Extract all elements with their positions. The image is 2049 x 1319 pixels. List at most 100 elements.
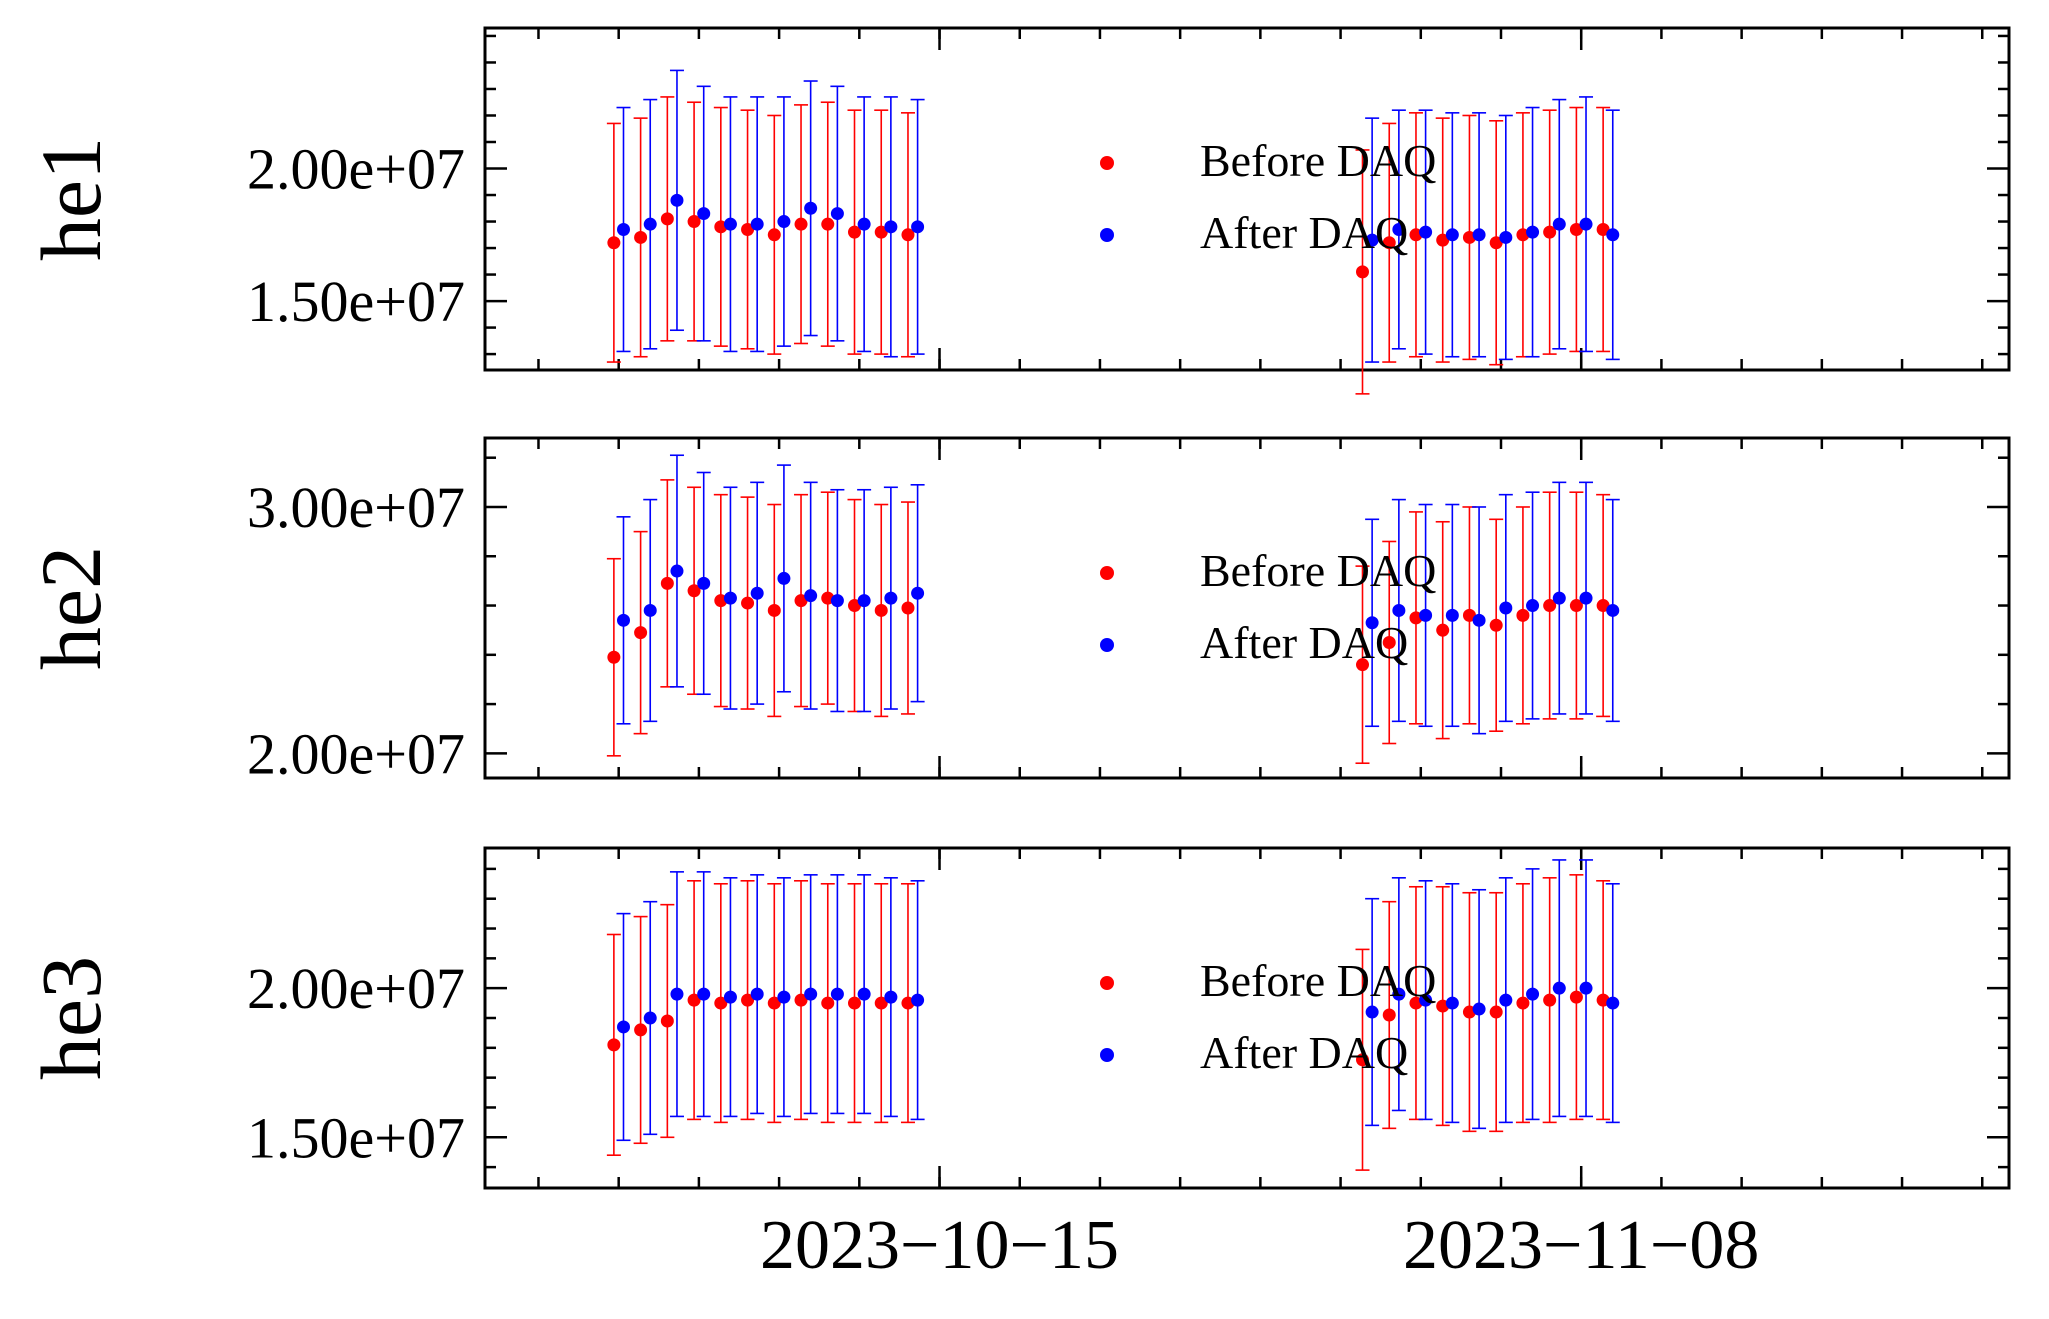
data-point — [901, 228, 915, 242]
data-point — [741, 222, 755, 236]
data-point — [714, 996, 728, 1010]
data-point — [1382, 236, 1396, 250]
data-point — [804, 589, 818, 603]
series-after — [616, 69, 1620, 363]
data-point — [767, 996, 781, 1010]
data-point — [804, 201, 818, 215]
plot-frame — [483, 26, 2011, 372]
data-point — [697, 987, 711, 1001]
data-point — [1382, 635, 1396, 649]
y-tick-label: 2.00e+07 — [247, 956, 465, 1021]
plot-frame — [483, 846, 2011, 1190]
data-point — [750, 987, 764, 1001]
data-point — [634, 230, 648, 244]
data-point — [848, 996, 862, 1010]
data-point — [821, 996, 835, 1010]
data-point — [687, 584, 701, 598]
data-point — [884, 990, 898, 1004]
data-point — [1356, 1053, 1370, 1067]
data-point — [660, 576, 674, 590]
data-point — [1392, 222, 1406, 236]
data-point — [848, 599, 862, 613]
legend-marker — [1100, 228, 1114, 242]
data-point — [1392, 603, 1406, 617]
x-tick-label: 2023−11−08 — [1403, 1207, 1759, 1284]
data-point — [911, 993, 925, 1007]
series-after — [616, 859, 1620, 1142]
data-point — [1579, 981, 1593, 995]
data-point — [911, 220, 925, 234]
series-before — [606, 479, 1611, 765]
data-point — [697, 576, 711, 590]
data-point — [741, 993, 755, 1007]
data-point — [821, 217, 835, 231]
data-point — [741, 596, 755, 610]
data-point — [607, 1038, 621, 1052]
data-point — [1569, 990, 1583, 1004]
data-point — [857, 217, 871, 231]
data-point — [830, 207, 844, 221]
data-point — [687, 993, 701, 1007]
data-point — [901, 601, 915, 615]
data-point — [1543, 993, 1557, 1007]
data-point — [616, 1020, 630, 1034]
data-point — [1606, 996, 1620, 1010]
data-point — [1365, 233, 1379, 247]
legend-marker — [1100, 156, 1114, 170]
data-point — [1552, 591, 1566, 605]
data-point — [1489, 236, 1503, 250]
data-point — [1419, 608, 1433, 622]
data-point — [874, 603, 888, 617]
legend: Before DAQ After DAQ — [1100, 545, 1436, 668]
data-point — [723, 217, 737, 231]
data-point — [1606, 603, 1620, 617]
legend-marker — [1100, 1048, 1114, 1062]
data-point — [1356, 658, 1370, 672]
panel-he1: 1.50e+07 2.00e+07 he1 Before DAQ After DAQ — [23, 26, 2011, 395]
data-point — [1472, 228, 1486, 242]
legend: Before DAQ After DAQ — [1100, 135, 1436, 258]
data-point — [1436, 623, 1450, 637]
legend-label: After DAQ — [1200, 207, 1408, 258]
data-point — [723, 591, 737, 605]
data-point — [750, 586, 764, 600]
data-point — [1569, 222, 1583, 236]
data-point — [884, 220, 898, 234]
legend-label: Before DAQ — [1200, 545, 1436, 596]
data-point — [1579, 591, 1593, 605]
data-point — [1606, 228, 1620, 242]
data-point — [1516, 608, 1530, 622]
data-point — [777, 571, 791, 585]
data-point — [1445, 996, 1459, 1010]
legend-label: After DAQ — [1200, 617, 1408, 668]
y-tick-label: 1.50e+07 — [247, 269, 465, 334]
y-tick-label: 2.00e+07 — [247, 137, 465, 202]
legend-label: Before DAQ — [1200, 135, 1436, 186]
data-point — [1489, 1005, 1503, 1019]
y-axis-label: he2 — [23, 546, 119, 670]
data-point — [830, 594, 844, 608]
data-point — [1499, 601, 1513, 615]
plot-frame — [483, 436, 2011, 780]
data-point — [1526, 599, 1540, 613]
y-tick-label: 2.00e+07 — [247, 721, 465, 786]
panel-he3: 1.50e+07 2.00e+07 he3 Before DAQ After DAQ — [23, 846, 2011, 1190]
data-point — [804, 987, 818, 1001]
data-point — [670, 987, 684, 1001]
data-point — [607, 236, 621, 250]
data-point — [794, 594, 808, 608]
data-point — [634, 626, 648, 640]
data-point — [1472, 1002, 1486, 1016]
legend-marker — [1100, 566, 1114, 580]
data-point — [607, 650, 621, 664]
data-point — [1365, 1005, 1379, 1019]
data-point — [830, 987, 844, 1001]
data-point — [1489, 618, 1503, 632]
data-point — [687, 215, 701, 229]
data-point — [1436, 233, 1450, 247]
x-tick-label: 2023−10−15 — [760, 1207, 1119, 1284]
data-point — [723, 990, 737, 1004]
data-point — [1356, 265, 1370, 279]
data-point — [1472, 613, 1486, 627]
